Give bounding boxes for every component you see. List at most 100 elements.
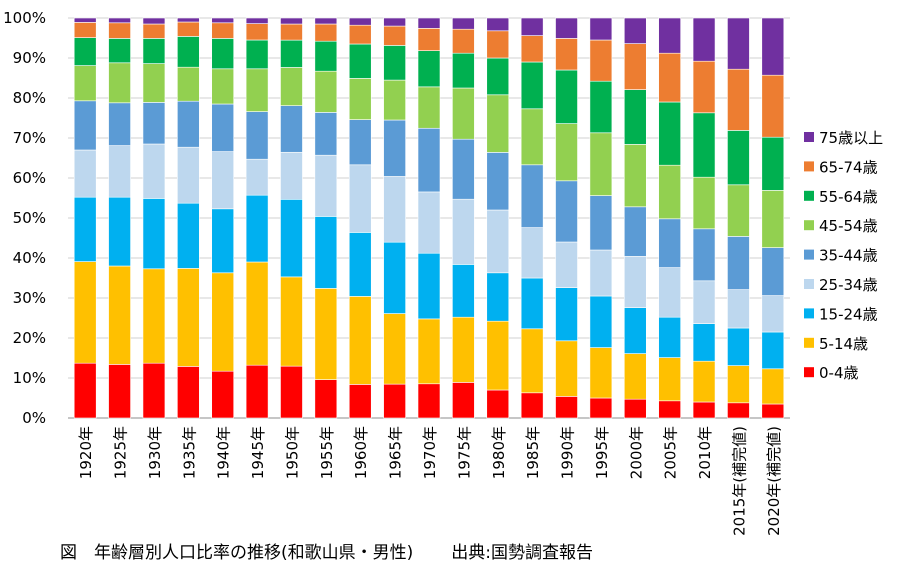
bar-segment: [589, 132, 613, 196]
bar-segment: [555, 340, 578, 397]
bar-segment: [452, 382, 475, 419]
bar-segment: [108, 102, 131, 146]
bar-segment: [280, 199, 303, 278]
bar-segment: [486, 94, 510, 153]
bar-segment: [623, 256, 647, 308]
x-category-label: 1945年: [249, 426, 267, 479]
bar-segment: [658, 52, 681, 103]
y-tick-label: 50%: [13, 209, 46, 227]
y-tick-label: 60%: [13, 169, 46, 187]
bar-segment: [452, 138, 475, 200]
bar-segment: [486, 209, 510, 274]
bar-segment: [761, 247, 785, 296]
bar-segment: [761, 190, 785, 248]
bar-segment: [314, 17, 338, 25]
bar-segment: [245, 111, 269, 160]
bar-segment: [348, 119, 372, 166]
bar-segment: [108, 196, 131, 267]
source-note: 出典:国勢調査報告: [451, 543, 593, 563]
bar-segment: [211, 370, 235, 419]
bar-segment: [73, 261, 97, 364]
x-category-label: 2020年(補完値): [765, 426, 783, 536]
bar-segment: [555, 396, 578, 419]
bar-segment: [142, 38, 166, 64]
bar-segment: [177, 21, 200, 37]
bar-segment: [280, 105, 303, 153]
bar-segment: [486, 389, 510, 419]
bar-segment: [383, 241, 406, 314]
bar-segment: [417, 28, 441, 51]
bar-segment: [245, 158, 269, 196]
bar-segment: [589, 80, 613, 134]
bar-segment: [417, 318, 441, 385]
bar-segment: [73, 22, 97, 38]
bar-segment: [658, 101, 681, 166]
bar-segment: [727, 327, 750, 366]
bar-segment: [280, 23, 303, 41]
bar-stacks: [73, 17, 785, 419]
bar-segment: [314, 288, 338, 380]
bar-segment: [73, 196, 97, 262]
y-tick-label: 100%: [3, 9, 46, 27]
bar-segment: [177, 202, 200, 269]
figure-title: 図 年齢層別人口比率の推移(和歌山県・男性): [60, 543, 414, 563]
bar-segment: [245, 39, 269, 70]
bar-segment: [280, 39, 303, 68]
bar-segment: [245, 17, 269, 24]
bar-segment: [417, 86, 441, 129]
bar-segment: [761, 136, 785, 191]
bar-segment: [589, 17, 613, 41]
bar-segment: [589, 397, 613, 419]
bar-segment: [727, 236, 750, 290]
bar-segment: [520, 17, 544, 36]
bar-segment: [211, 22, 235, 39]
bar-segment: [486, 17, 510, 32]
legend-label: 0-4歳: [819, 364, 859, 382]
legend-swatch: [804, 308, 814, 319]
bar-segment: [348, 296, 372, 385]
bar-segment: [142, 198, 166, 270]
bar-segment: [314, 216, 338, 289]
bar-segment: [555, 287, 578, 342]
bar-segment: [314, 154, 338, 217]
bar-segment: [417, 191, 441, 254]
bar-segment: [692, 17, 716, 62]
bar-segment: [555, 241, 578, 288]
bar-segment: [452, 198, 475, 265]
bar-segment: [177, 100, 200, 148]
bar-segment: [245, 68, 269, 112]
bar-segment: [417, 383, 441, 419]
bar-segment: [348, 43, 372, 79]
bar-segment: [761, 331, 785, 370]
bar-segment: [211, 68, 235, 105]
x-category-label: 1950年: [283, 426, 301, 479]
bar-segment: [623, 307, 647, 354]
bar-segment: [211, 208, 235, 274]
bar-segment: [520, 392, 544, 419]
bar-segment: [211, 151, 235, 210]
x-category-label: 2005年: [662, 426, 680, 479]
bar-segment: [245, 261, 269, 366]
legend-label: 25-34歳: [819, 276, 878, 294]
x-category-label: 1975年: [455, 426, 473, 479]
bar-segment: [486, 152, 510, 211]
bar-segment: [623, 89, 647, 145]
legend-label: 65-74歳: [819, 158, 878, 176]
bar-segment: [452, 28, 475, 54]
bar-segment: [727, 17, 750, 70]
bar-segment: [520, 61, 544, 110]
bar-segment: [623, 144, 647, 208]
bar-segment: [555, 69, 578, 124]
bar-segment: [486, 272, 510, 322]
bar-segment: [142, 23, 166, 39]
bar-segment: [211, 103, 235, 152]
bar-segment: [761, 295, 785, 333]
bar-segment: [727, 68, 750, 131]
bar-segment: [417, 17, 441, 29]
bar-segment: [280, 276, 303, 367]
bar-segment: [348, 232, 372, 297]
y-tick-label: 90%: [13, 49, 46, 67]
bar-segment: [658, 17, 681, 54]
bar-segment: [692, 176, 716, 230]
